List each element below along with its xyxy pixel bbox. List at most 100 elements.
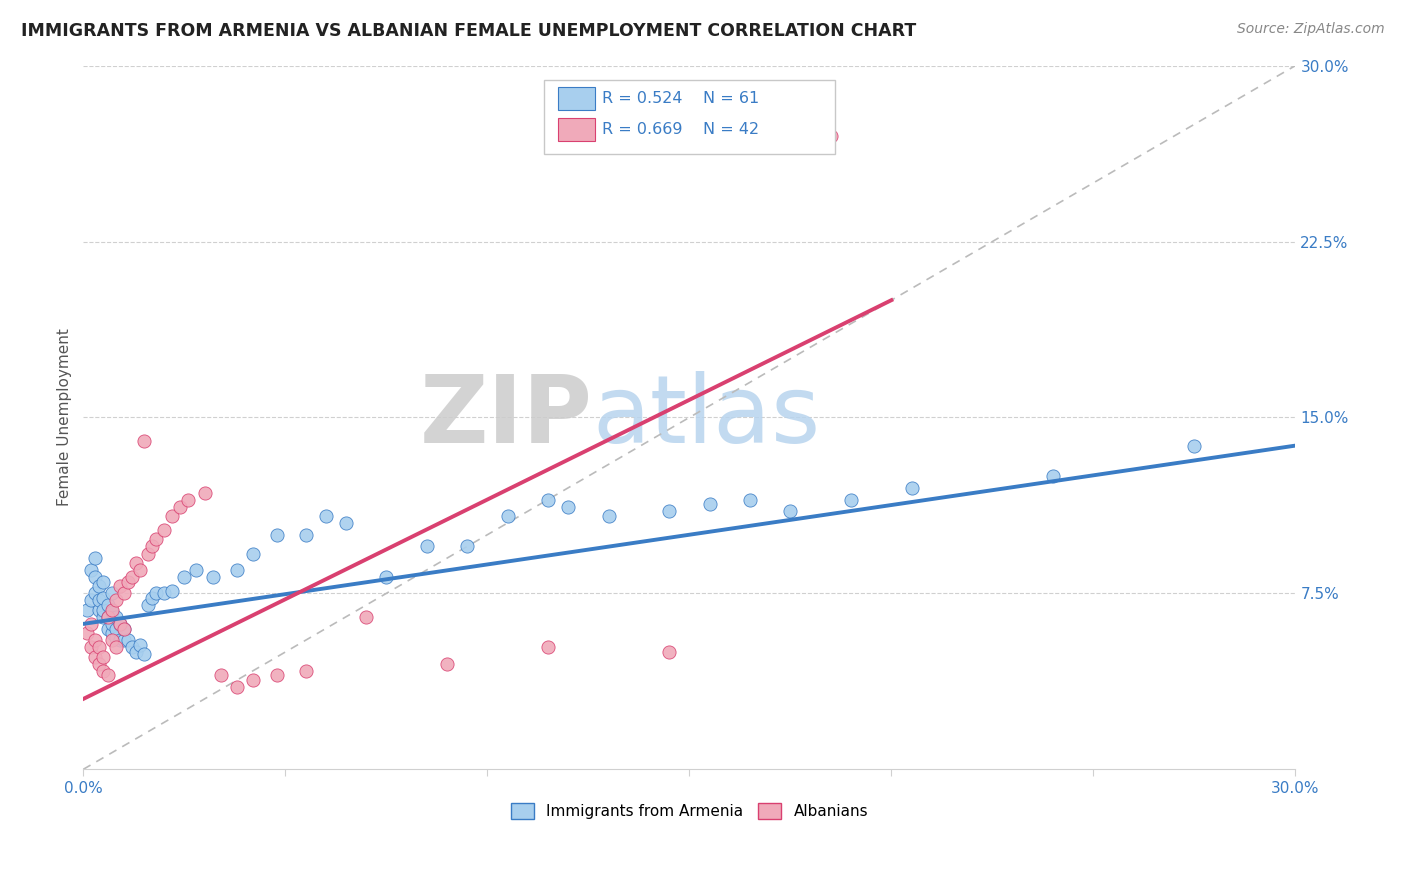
Point bbox=[820, 128, 842, 143]
Point bbox=[354, 610, 377, 624]
Point bbox=[496, 508, 519, 523]
Point bbox=[93, 664, 115, 678]
Point bbox=[145, 586, 167, 600]
Point bbox=[104, 640, 127, 655]
Point bbox=[104, 593, 127, 607]
Point bbox=[84, 649, 107, 664]
Point bbox=[125, 645, 148, 659]
FancyBboxPatch shape bbox=[544, 79, 835, 153]
Point bbox=[201, 570, 224, 584]
Point bbox=[125, 556, 148, 570]
Point bbox=[153, 523, 176, 537]
Point bbox=[80, 616, 103, 631]
Point bbox=[80, 593, 103, 607]
Text: atlas: atlas bbox=[592, 371, 821, 464]
Point bbox=[132, 648, 155, 662]
Point bbox=[100, 605, 122, 619]
Point bbox=[89, 603, 111, 617]
Point bbox=[112, 633, 135, 648]
Point bbox=[89, 593, 111, 607]
Point bbox=[225, 563, 247, 577]
Point bbox=[900, 481, 922, 495]
Point bbox=[93, 603, 115, 617]
Point bbox=[779, 504, 801, 518]
Point bbox=[96, 668, 118, 682]
Point bbox=[266, 668, 288, 682]
Point bbox=[160, 584, 183, 599]
Point bbox=[1184, 439, 1206, 453]
Point bbox=[141, 591, 163, 605]
Point bbox=[128, 638, 150, 652]
Point bbox=[112, 586, 135, 600]
Point bbox=[80, 640, 103, 655]
Point bbox=[117, 633, 139, 648]
Point bbox=[193, 485, 215, 500]
Point bbox=[839, 492, 862, 507]
Point bbox=[136, 547, 159, 561]
Point bbox=[93, 574, 115, 589]
Point bbox=[177, 492, 200, 507]
Point bbox=[96, 610, 118, 624]
Point bbox=[132, 434, 155, 448]
Point bbox=[145, 533, 167, 547]
Point bbox=[294, 664, 316, 678]
Point bbox=[121, 570, 143, 584]
Point bbox=[136, 598, 159, 612]
Point bbox=[89, 579, 111, 593]
Point bbox=[173, 570, 195, 584]
Point bbox=[738, 492, 761, 507]
Point bbox=[112, 622, 135, 636]
Point bbox=[108, 616, 131, 631]
Point bbox=[141, 540, 163, 554]
Point bbox=[76, 603, 98, 617]
Text: R = 0.524    N = 61: R = 0.524 N = 61 bbox=[602, 91, 759, 106]
Point bbox=[699, 497, 721, 511]
FancyBboxPatch shape bbox=[558, 119, 595, 141]
Point bbox=[100, 603, 122, 617]
Point bbox=[315, 508, 337, 523]
Point bbox=[112, 622, 135, 636]
Point bbox=[108, 579, 131, 593]
Point bbox=[658, 504, 681, 518]
Point bbox=[100, 626, 122, 640]
Point bbox=[84, 633, 107, 648]
Text: ZIP: ZIP bbox=[419, 371, 592, 464]
Point bbox=[100, 633, 122, 648]
Legend: Immigrants from Armenia, Albanians: Immigrants from Armenia, Albanians bbox=[505, 797, 875, 825]
Point bbox=[1042, 469, 1064, 483]
Point bbox=[242, 547, 264, 561]
Point bbox=[89, 640, 111, 655]
Point bbox=[128, 563, 150, 577]
Point bbox=[117, 574, 139, 589]
Point bbox=[104, 631, 127, 645]
Point bbox=[153, 586, 176, 600]
Point bbox=[266, 527, 288, 541]
Point bbox=[93, 649, 115, 664]
Point bbox=[456, 540, 478, 554]
Point bbox=[225, 680, 247, 694]
Point bbox=[436, 657, 458, 671]
Text: Source: ZipAtlas.com: Source: ZipAtlas.com bbox=[1237, 22, 1385, 37]
Point bbox=[100, 586, 122, 600]
Point bbox=[242, 673, 264, 688]
Text: R = 0.669    N = 42: R = 0.669 N = 42 bbox=[602, 122, 759, 137]
FancyBboxPatch shape bbox=[558, 87, 595, 110]
Point bbox=[335, 516, 357, 530]
Point bbox=[557, 500, 579, 514]
Text: IMMIGRANTS FROM ARMENIA VS ALBANIAN FEMALE UNEMPLOYMENT CORRELATION CHART: IMMIGRANTS FROM ARMENIA VS ALBANIAN FEMA… bbox=[21, 22, 917, 40]
Point bbox=[93, 591, 115, 605]
Point bbox=[169, 500, 191, 514]
Y-axis label: Female Unemployment: Female Unemployment bbox=[58, 328, 72, 507]
Point bbox=[96, 598, 118, 612]
Point bbox=[160, 508, 183, 523]
Point bbox=[96, 610, 118, 624]
Point bbox=[108, 616, 131, 631]
Point bbox=[598, 508, 620, 523]
Point bbox=[537, 492, 560, 507]
Point bbox=[104, 610, 127, 624]
Point bbox=[209, 668, 232, 682]
Point bbox=[96, 622, 118, 636]
Point bbox=[80, 563, 103, 577]
Point bbox=[76, 626, 98, 640]
Point bbox=[93, 610, 115, 624]
